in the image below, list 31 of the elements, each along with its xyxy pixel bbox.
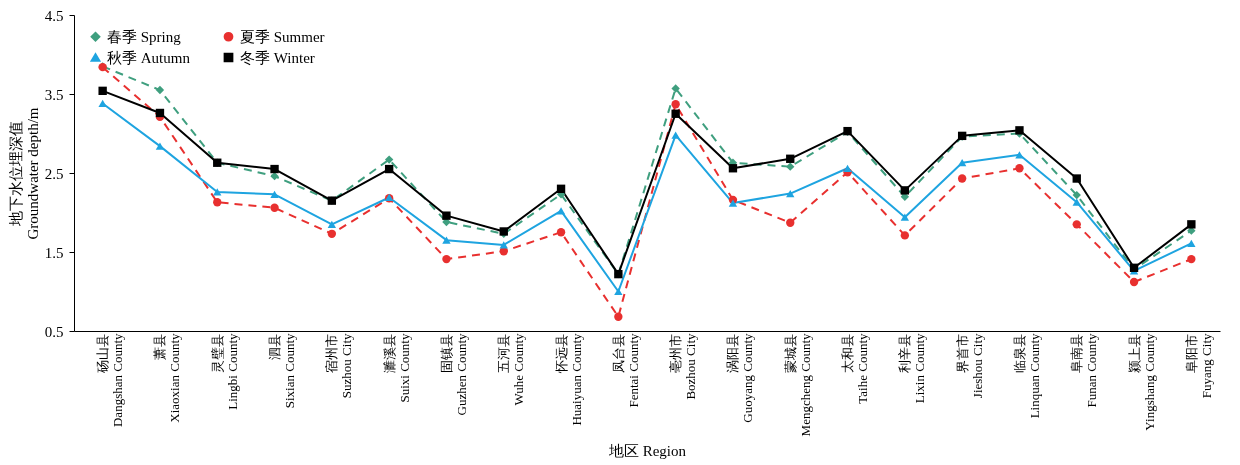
- x-tick-label: 阜阳市 Fuyang City: [1183, 333, 1214, 399]
- y-tick-label: 1.5: [44, 244, 64, 261]
- x-tick-label: 临泉县 Linquan County: [1011, 333, 1042, 419]
- x-tick-label: 五河县 Wuhe County: [496, 333, 527, 406]
- x-tick-label: 怀远县 Huaiyuan County: [553, 333, 584, 426]
- x-tick-label: 界首市 Jieshou City: [954, 333, 985, 399]
- x-tick-label: 固镇县 Guzhen County: [438, 333, 469, 416]
- y-tick-label: 0.5: [44, 323, 64, 340]
- x-tick-label: 阜南县 Funan County: [1069, 333, 1100, 408]
- y-tick-label: 3.5: [44, 86, 64, 103]
- x-tick-label: 亳州市 Bozhou City: [668, 333, 699, 400]
- y-tick-label: 2.5: [44, 165, 64, 182]
- x-tick-label: 利辛县 Lixin County: [897, 333, 928, 404]
- x-tick-label: 蒙城县 Mengcheng County: [782, 333, 813, 437]
- legend-label: 冬季 Winter: [240, 49, 315, 66]
- y-tick-label: 4.5: [44, 7, 64, 24]
- x-tick-label: 砀山县 Dangshan County: [95, 333, 126, 428]
- x-tick-label: 涡阳县 Guoyang County: [725, 333, 756, 423]
- x-tick-label: 颍上县 Yingshang County: [1126, 333, 1157, 431]
- legend-label: 秋季 Autumn: [107, 49, 191, 66]
- x-tick-label: 濉溪县 Suixi County: [381, 333, 412, 403]
- x-tick-label: 太和县 Taihe County: [840, 333, 871, 404]
- x-tick-label: 凤台县 Fentai County: [610, 333, 641, 408]
- x-tick-label: 宿州市 Suzhou City: [324, 333, 355, 399]
- x-axis-title: 地区 Region: [607, 443, 687, 460]
- y-axis-title: 地下水位埋深值 Groundwater depth/m: [7, 107, 41, 240]
- legend-label: 夏季 Summer: [240, 28, 325, 45]
- legend-label: 春季 Spring: [107, 28, 182, 45]
- x-tick-label: 泗县 Sixian County: [267, 333, 298, 409]
- x-tick-label: 萧县 Xiaoxian County: [152, 333, 183, 423]
- x-tick-label: 灵璧县 Lingbi County: [209, 333, 240, 410]
